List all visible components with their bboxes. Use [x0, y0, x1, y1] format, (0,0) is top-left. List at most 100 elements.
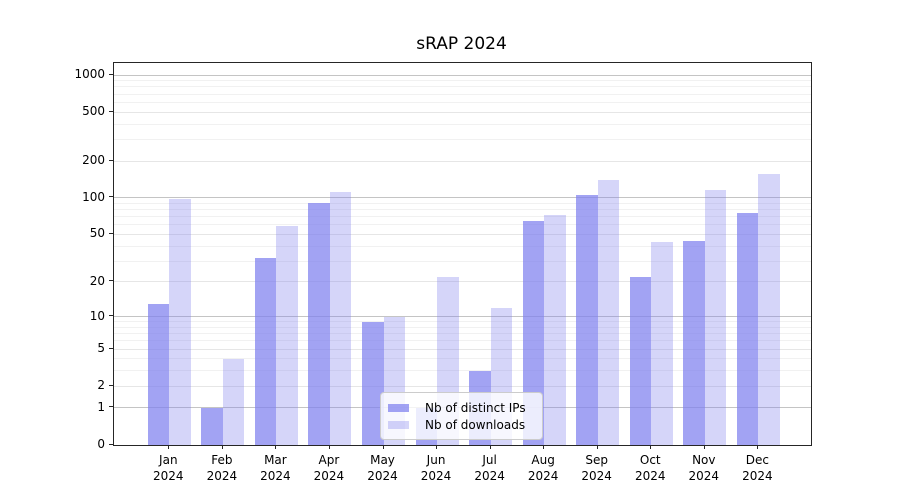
- x-axis-tick: [168, 445, 170, 449]
- legend-item-label: Nb of distinct IPs: [425, 400, 526, 415]
- bar-downloads: [222, 358, 245, 445]
- x-axis-tick: [328, 445, 330, 449]
- gridline: [114, 209, 811, 211]
- y-tick-label: 10: [89, 308, 105, 323]
- legend-item-label: Nb of downloads: [425, 417, 526, 432]
- x-axis-tick: [650, 445, 652, 449]
- gridline: [114, 385, 811, 387]
- gridline: [114, 111, 811, 113]
- gridline: [114, 316, 811, 318]
- y-axis-tick: [109, 384, 113, 386]
- gridline: [114, 333, 811, 335]
- y-axis-tick: [109, 159, 113, 161]
- gridline: [114, 160, 811, 162]
- x-axis-tick: [757, 445, 759, 449]
- bar-downloads: [329, 191, 352, 445]
- bar-distinct-ips: [683, 241, 705, 445]
- x-axis-tick: [596, 445, 598, 449]
- x-axis-tick: [543, 445, 545, 449]
- x-tick-label: May 2024: [367, 453, 398, 483]
- gridline: [114, 202, 811, 204]
- gridline: [114, 224, 811, 226]
- bar-downloads: [597, 180, 620, 445]
- gridline: [114, 138, 811, 140]
- chart-title: sRAP 2024: [416, 34, 507, 54]
- y-tick-label: 2: [97, 378, 105, 393]
- bar-distinct-ips: [629, 277, 652, 445]
- gridline: [114, 281, 811, 283]
- y-axis-tick: [109, 110, 113, 112]
- x-tick-label: Jan 2024: [153, 453, 184, 483]
- bar-distinct-ips: [522, 220, 545, 445]
- y-tick-label: 100: [82, 189, 105, 204]
- legend-swatch-distinct-ips: [388, 403, 409, 412]
- y-axis-tick: [109, 443, 113, 445]
- bar-distinct-ips: [201, 407, 223, 445]
- gridline: [114, 233, 811, 235]
- x-axis-tick: [221, 445, 223, 449]
- y-tick-label: 50: [89, 226, 105, 241]
- legend: Nb of distinct IPs Nb of downloads: [380, 392, 543, 440]
- x-tick-label: Aug 2024: [527, 453, 559, 483]
- x-tick-label: Apr 2024: [313, 453, 345, 483]
- y-tick-label: 1000: [74, 67, 105, 82]
- x-tick-label: Jul 2024: [474, 453, 505, 483]
- gridline: [114, 80, 811, 82]
- bar-downloads: [544, 215, 566, 445]
- gridline: [114, 123, 811, 125]
- x-axis-tick: [436, 445, 438, 449]
- gridline: [114, 260, 811, 262]
- gridline: [114, 93, 811, 95]
- y-axis-tick: [109, 280, 113, 282]
- gridline: [114, 358, 811, 360]
- x-axis-tick: [382, 445, 384, 449]
- x-axis-tick: [489, 445, 491, 449]
- gridline: [114, 340, 811, 342]
- bar-distinct-ips: [362, 321, 384, 445]
- x-tick-label: Jun 2024: [420, 453, 452, 483]
- y-axis-tick: [109, 73, 113, 75]
- gridline: [114, 86, 811, 88]
- y-tick-label: 0: [97, 437, 105, 451]
- y-tick-label: 20: [89, 273, 105, 288]
- gridline: [114, 370, 811, 372]
- y-tick-label: 200: [82, 153, 105, 168]
- y-tick-label: 5: [97, 341, 105, 356]
- bar-distinct-ips: [308, 202, 330, 445]
- x-axis-tick: [703, 445, 705, 449]
- gridline: [114, 74, 811, 76]
- gridline: [114, 101, 811, 103]
- gridline: [114, 348, 811, 350]
- x-tick-label: Dec 2024: [742, 453, 773, 483]
- plot-area: [113, 62, 812, 446]
- gridline: [114, 245, 811, 247]
- bar-distinct-ips: [576, 194, 598, 445]
- x-tick-label: Mar 2024: [260, 453, 291, 483]
- legend-item: Nb of downloads: [388, 416, 534, 433]
- legend-swatch-downloads: [388, 420, 409, 429]
- bar-distinct-ips: [147, 303, 170, 445]
- y-axis-tick: [109, 315, 113, 317]
- gridline: [114, 326, 811, 328]
- x-tick-label: Oct 2024: [634, 453, 666, 483]
- x-tick-label: Feb 2024: [206, 453, 238, 483]
- bar-downloads: [169, 199, 191, 445]
- bar-downloads: [276, 225, 298, 445]
- x-tick-label: Sep 2024: [581, 453, 612, 483]
- x-tick-label: Nov 2024: [688, 453, 720, 483]
- x-axis-tick: [275, 445, 277, 449]
- gridline: [114, 197, 811, 199]
- bar-downloads: [704, 189, 727, 445]
- y-axis-tick: [109, 347, 113, 349]
- bar-distinct-ips: [736, 213, 759, 445]
- gridline: [114, 216, 811, 218]
- y-axis-tick: [109, 406, 113, 408]
- y-tick-label: 500: [82, 104, 105, 119]
- y-axis-tick: [109, 232, 113, 234]
- y-tick-label: 1: [97, 399, 105, 414]
- legend-item: Nb of distinct IPs: [388, 399, 534, 416]
- bar-downloads: [651, 242, 673, 445]
- y-axis-tick: [109, 196, 113, 198]
- gridline: [114, 321, 811, 323]
